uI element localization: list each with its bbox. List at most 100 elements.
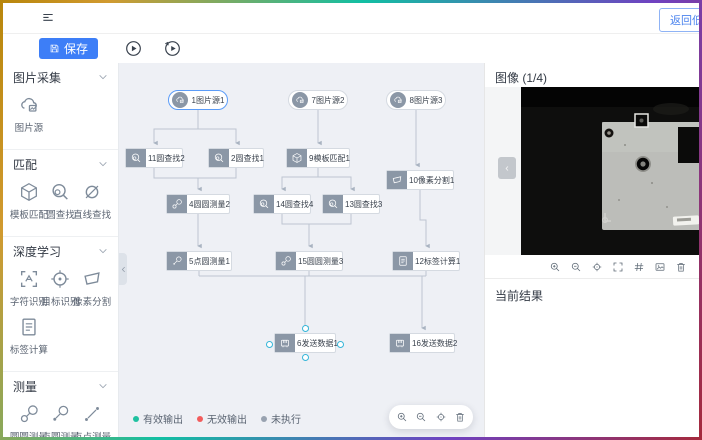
tool-image-source[interactable]: 图片源 bbox=[13, 94, 45, 134]
tool-circle-find[interactable]: 圆查找 bbox=[45, 181, 77, 221]
document-calc-icon bbox=[393, 252, 413, 270]
section-header[interactable]: 测量 bbox=[13, 377, 108, 395]
node-circle-find-4[interactable]: 14圆查找4 bbox=[253, 194, 313, 214]
tool-point-circle-measure[interactable]: 点圆测量 bbox=[41, 403, 80, 437]
node-handle-bottom[interactable] bbox=[302, 354, 309, 361]
cloud-image-icon bbox=[20, 97, 37, 112]
cloud-image-icon bbox=[169, 91, 189, 109]
legend-dot bbox=[133, 415, 139, 422]
save-button[interactable]: 保存 bbox=[39, 38, 99, 59]
node-circle-find-1[interactable]: 2圆查找1 bbox=[208, 148, 264, 168]
legend-not-executed: 未执行 bbox=[261, 411, 301, 426]
chevron-left-icon bbox=[121, 266, 125, 272]
flow-edges bbox=[153, 110, 430, 331]
section-header[interactable]: 匹配 bbox=[13, 155, 108, 173]
prev-image-button[interactable] bbox=[498, 157, 516, 179]
node-point-circle-measure-1[interactable]: 5点圆测量1 bbox=[166, 251, 232, 271]
tool-template-match[interactable]: 模板匹配 bbox=[10, 181, 48, 221]
segmentation-icon bbox=[387, 171, 407, 189]
section-match: 匹配 模板匹配 圆查找 直 bbox=[3, 150, 118, 237]
run-once-button[interactable] bbox=[163, 39, 182, 58]
back-to-lowcode-button[interactable]: 返回低代 bbox=[659, 8, 699, 32]
tool-circle-circle-measure[interactable]: 圆圆测量 bbox=[10, 403, 48, 437]
node-circle-find-3[interactable]: 13圆查找3 bbox=[322, 194, 382, 214]
inspection-image[interactable] bbox=[521, 87, 699, 255]
menu-icon[interactable] bbox=[41, 11, 55, 25]
send-data-icon bbox=[390, 334, 410, 352]
section-deep-learning: 深度学习 字符识别 目标识别 bbox=[3, 237, 118, 372]
cloud-image-icon bbox=[289, 91, 309, 109]
circle-circle-measure-icon bbox=[20, 405, 38, 423]
node-image-source-2[interactable]: 7图片源2 bbox=[288, 90, 348, 110]
section-header[interactable]: 深度学习 bbox=[13, 242, 108, 260]
section-measure: 测量 圆圆测量 点圆测量 bbox=[3, 372, 118, 438]
tool-pixel-segmentation[interactable]: 像素分割 bbox=[73, 268, 111, 308]
play-once-icon bbox=[164, 41, 180, 56]
zoom-in-icon[interactable] bbox=[396, 411, 408, 423]
image-panel-title: 图像 (1/4) bbox=[495, 71, 548, 85]
node-image-source-3[interactable]: 8图片源3 bbox=[386, 90, 446, 110]
section-header[interactable]: 图片采集 bbox=[13, 68, 108, 86]
locate-icon[interactable] bbox=[591, 261, 603, 273]
legend-invalid-output: 无效输出 bbox=[197, 411, 247, 426]
node-pixel-segmentation-1[interactable]: 10像素分割1 bbox=[386, 170, 454, 190]
section-image-acquisition: 图片采集 图片源 bbox=[3, 63, 118, 150]
tool-line-find[interactable]: 直线查找 bbox=[73, 181, 111, 221]
locate-icon[interactable] bbox=[435, 411, 447, 423]
run-button[interactable] bbox=[124, 39, 143, 58]
cube-icon bbox=[20, 183, 37, 201]
node-template-match-1[interactable]: 9模板匹配1 bbox=[286, 148, 350, 168]
fullscreen-icon[interactable] bbox=[612, 261, 624, 273]
node-image-source-1[interactable]: 1图片源1 bbox=[168, 90, 228, 110]
cloud-image-icon bbox=[387, 91, 407, 109]
grid-icon[interactable] bbox=[633, 261, 645, 273]
node-handle-top[interactable] bbox=[302, 325, 309, 332]
node-circle-find-2[interactable]: 11圆查找2 bbox=[125, 148, 185, 168]
node-send-data-1[interactable]: 6发送数据1 bbox=[266, 325, 344, 361]
circle-circle-measure-icon bbox=[276, 252, 296, 270]
target-icon bbox=[51, 269, 70, 289]
trash-icon[interactable] bbox=[675, 261, 687, 273]
canvas-zoom-controls bbox=[389, 405, 473, 429]
tool-target-recognition[interactable]: 目标识别 bbox=[41, 268, 80, 308]
image-panel: 图像 (1/4) bbox=[484, 63, 699, 437]
point-circle-measure-icon bbox=[53, 405, 69, 422]
chevron-down-icon[interactable] bbox=[98, 72, 108, 82]
circle-find-icon bbox=[254, 195, 274, 213]
chevron-down-icon[interactable] bbox=[98, 246, 108, 256]
zoom-out-icon[interactable] bbox=[415, 411, 427, 423]
top-bar: 返回低代 bbox=[3, 3, 699, 34]
circle-find-icon bbox=[52, 183, 69, 200]
line-find-icon bbox=[85, 185, 99, 199]
tool-label-calc[interactable]: 标签计算 bbox=[10, 316, 48, 356]
node-send-data-2[interactable]: 16发送数据2 bbox=[389, 333, 457, 353]
tool-char-recognition[interactable]: 字符识别 bbox=[10, 268, 48, 308]
tool-point-point-measure[interactable]: 点点测量 bbox=[73, 403, 111, 437]
chevron-down-icon[interactable] bbox=[98, 381, 108, 391]
chevron-down-icon[interactable] bbox=[98, 159, 108, 169]
legend-valid-output: 有效输出 bbox=[133, 411, 183, 426]
circle-find-icon bbox=[209, 149, 229, 167]
document-calc-icon bbox=[22, 318, 36, 336]
ocr-icon bbox=[20, 270, 37, 288]
flow-canvas[interactable]: 1图片源1 7图片源2 8图片源3 11圆查找2 2圆查找1 bbox=[119, 63, 484, 437]
node-handle-left[interactable] bbox=[266, 341, 273, 348]
legend-dot bbox=[261, 415, 267, 422]
image-viewer bbox=[485, 87, 699, 255]
status-legend: 有效输出 无效输出 未执行 bbox=[133, 411, 301, 426]
image-box-icon[interactable] bbox=[654, 261, 666, 273]
node-label-calc-1[interactable]: 12标签计算1 bbox=[392, 251, 460, 271]
zoom-out-icon[interactable] bbox=[570, 261, 582, 273]
node-circle-circle-measure-2[interactable]: 4圆圆测量2 bbox=[166, 194, 230, 214]
sidebar-collapse-tab[interactable] bbox=[119, 253, 127, 285]
inspection-image-content bbox=[521, 87, 699, 255]
trash-icon[interactable] bbox=[454, 411, 466, 423]
tool-sidebar: 图片采集 图片源 匹配 bbox=[3, 63, 119, 437]
zoom-in-icon[interactable] bbox=[549, 261, 561, 273]
point-circle-measure-icon bbox=[167, 252, 187, 270]
app-window: 返回低代 保存 图片采集 bbox=[3, 3, 699, 437]
node-circle-circle-measure-3[interactable]: 15圆圆测量3 bbox=[275, 251, 343, 271]
segmentation-icon bbox=[84, 272, 100, 285]
node-handle-right[interactable] bbox=[337, 341, 344, 348]
